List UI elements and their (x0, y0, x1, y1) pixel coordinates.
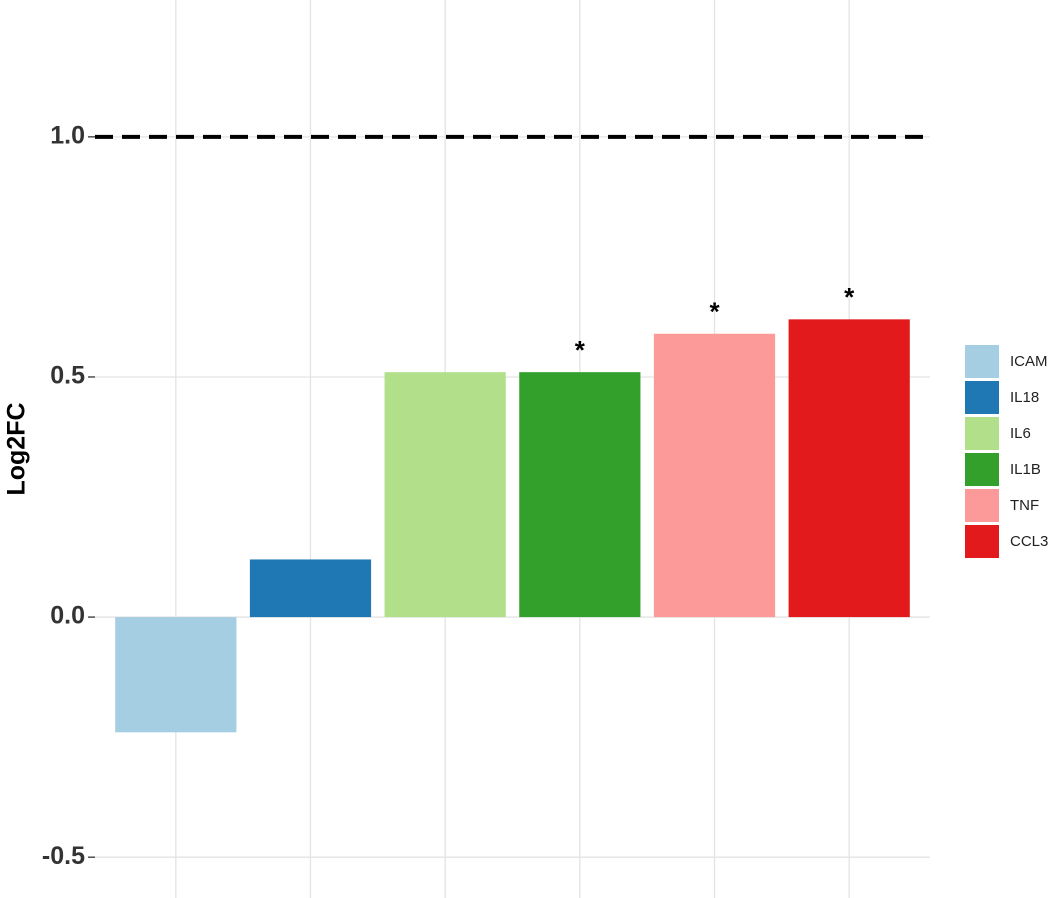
y-tick-label: 0.0 (50, 602, 85, 630)
y-tick-label: -0.5 (42, 842, 85, 870)
bar (519, 372, 641, 618)
y-tick-label: 1.0 (50, 121, 85, 149)
legend-label: IL1B (1010, 461, 1041, 478)
significance-marker: * (575, 335, 586, 365)
legend-key (965, 489, 999, 522)
legend-key (965, 345, 999, 378)
bar (115, 617, 237, 733)
legend-label: CCL3 (1010, 533, 1048, 550)
legend-key (965, 417, 999, 450)
significance-marker: * (709, 297, 720, 327)
legend-key (965, 381, 999, 414)
legend-key (965, 525, 999, 558)
significance-marker: * (844, 282, 855, 312)
bar (384, 372, 506, 618)
bar (653, 333, 776, 618)
legend-label: IL18 (1010, 389, 1039, 406)
legend-label: IL6 (1010, 425, 1031, 442)
legend-label: TNF (1010, 497, 1039, 514)
legend-label: ICAM (1010, 353, 1048, 370)
bar (788, 319, 910, 618)
legend-key (965, 453, 999, 486)
y-tick-label: 0.5 (50, 362, 85, 390)
bar (249, 559, 372, 618)
y-axis-label: Log2FC (3, 402, 31, 495)
